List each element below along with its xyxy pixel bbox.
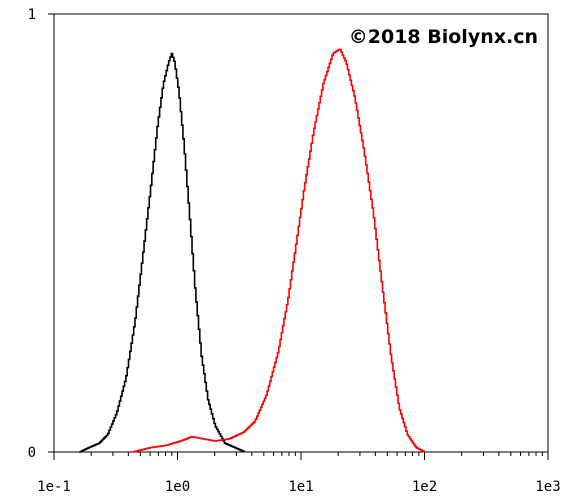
x-tick-label: 1e0 bbox=[165, 479, 190, 495]
y-tick-label: 0 bbox=[28, 445, 36, 461]
copyright-annotation: ©2018 Biolynx.cn bbox=[349, 26, 538, 48]
x-tick-label: 1e2 bbox=[412, 479, 437, 495]
series-layer bbox=[79, 48, 426, 453]
y-tick-label: 1 bbox=[28, 7, 36, 23]
x-tick-label: 1e3 bbox=[535, 479, 560, 495]
x-tick-label: 1e-1 bbox=[37, 479, 71, 495]
series-2-histogram bbox=[132, 48, 426, 453]
series-1-histogram bbox=[79, 52, 246, 453]
x-tick-label: 1e1 bbox=[288, 479, 313, 495]
axes: 1e-1 1e0 1e1 1e2 1e3 0 1 bbox=[28, 7, 561, 495]
plot-frame bbox=[53, 13, 549, 453]
